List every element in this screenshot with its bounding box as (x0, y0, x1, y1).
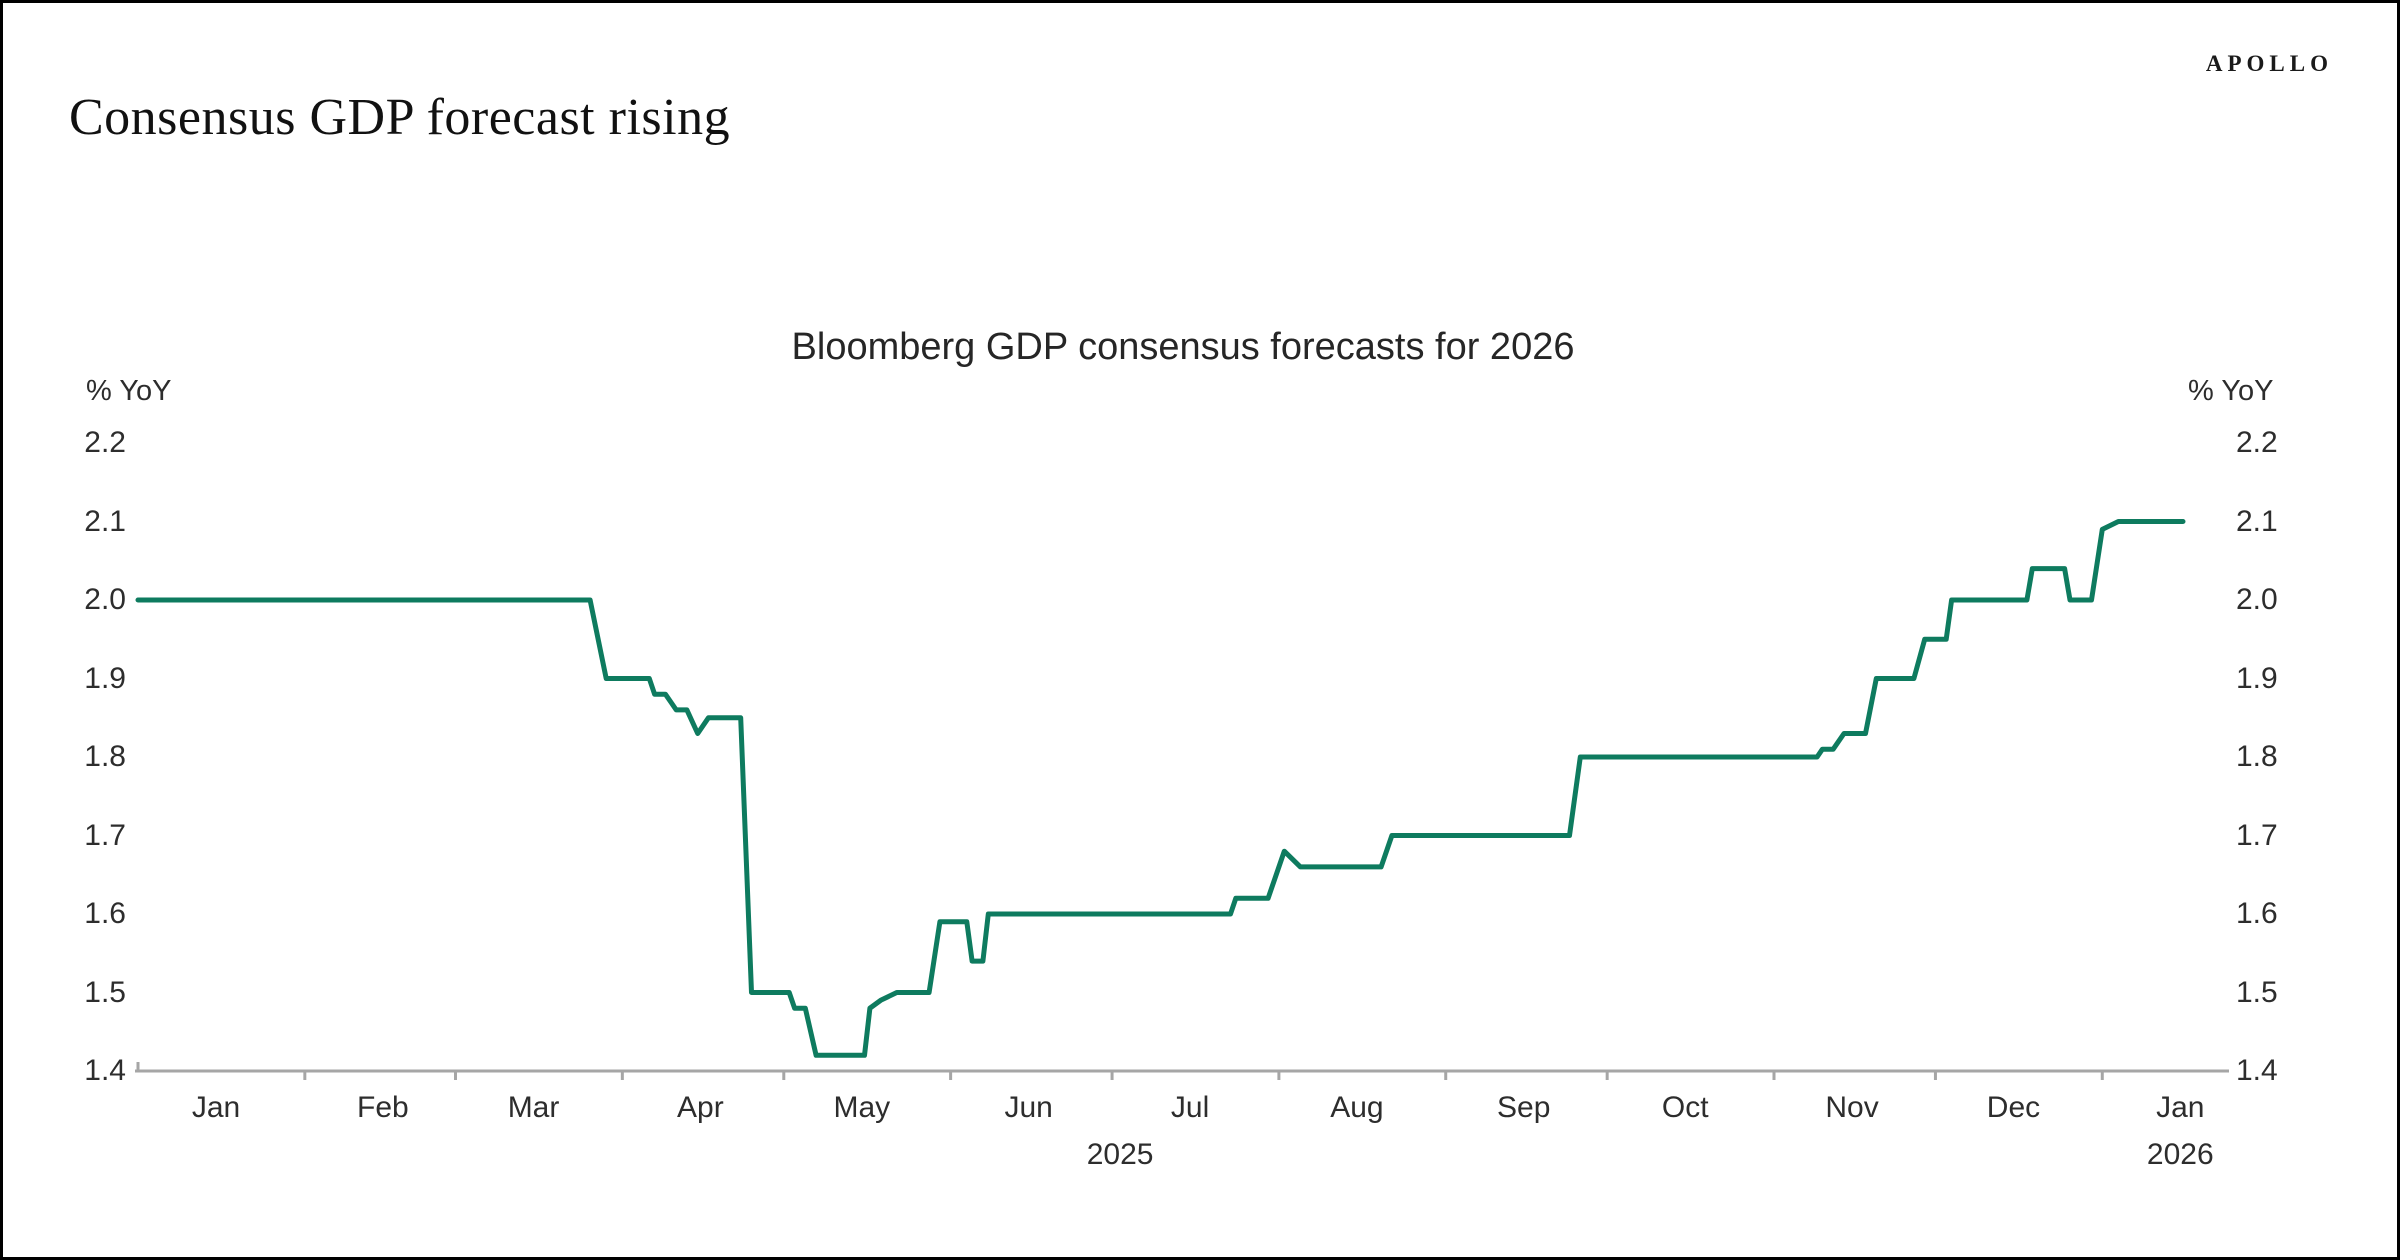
x-tick-label-month: Apr (677, 1091, 724, 1124)
x-tick-label-year: 2026 (2146, 1138, 2214, 1171)
y-tick-label-right: 1.7 (2236, 818, 2278, 852)
x-tick-label-month: Jan (191, 1091, 241, 1124)
y-tick-label-left: 1.7 (84, 818, 126, 852)
x-tick-label-month: Nov (1825, 1091, 1879, 1124)
y-axis-unit-right: % YoY (2188, 375, 2274, 407)
x-tick-label-month: Sep (1497, 1091, 1551, 1124)
y-tick-label-left: 1.5 (84, 975, 126, 1009)
x-tick-label-month: Dec (1986, 1091, 2041, 1124)
y-tick-label-right: 1.9 (2236, 661, 2278, 695)
x-tick-label-month: Oct (1661, 1091, 1709, 1124)
chart-title: Bloomberg GDP consensus forecasts for 20… (791, 326, 1575, 368)
x-tick-label-year: 2025 (1086, 1138, 1154, 1171)
y-tick-label-right: 2.2 (2236, 426, 2278, 459)
y-tick-label-right: 1.8 (2236, 740, 2278, 773)
gdp-forecast-line-chart (135, 519, 2229, 1080)
apollo-logo: APOLLO (2205, 51, 2333, 76)
y-tick-label-left: 2.0 (84, 583, 126, 616)
y-axis-unit-left: % YoY (86, 375, 172, 407)
x-tick-label-month: Mar (507, 1091, 560, 1124)
y-tick-label-left: 2.1 (84, 504, 126, 538)
y-tick-label-right: 2.1 (2236, 504, 2278, 538)
page-title: Consensus GDP forecast rising (69, 89, 731, 146)
y-tick-label-left: 1.8 (84, 740, 126, 773)
y-tick-label-left: 1.4 (84, 1054, 126, 1087)
y-tick-label-left: 1.9 (84, 661, 126, 695)
y-tick-label-right: 2.0 (2236, 583, 2278, 616)
y-tick-label-left: 2.2 (84, 426, 126, 459)
x-tick-label-month: Jun (1004, 1091, 1053, 1124)
y-tick-label-left: 1.6 (84, 897, 126, 930)
x-tick-label-month: Jan (2156, 1091, 2205, 1124)
y-tick-label-right: 1.6 (2236, 897, 2278, 930)
x-tick-label-month: Feb (357, 1091, 409, 1124)
y-tick-label-right: 1.5 (2236, 975, 2278, 1009)
x-tick-label-month: May (833, 1091, 891, 1124)
forecast-line (135, 519, 2186, 1058)
x-tick-label-month: Jul (1170, 1091, 1210, 1124)
x-tick-label-month: Aug (1330, 1091, 1384, 1124)
y-tick-label-right: 1.4 (2236, 1054, 2278, 1087)
